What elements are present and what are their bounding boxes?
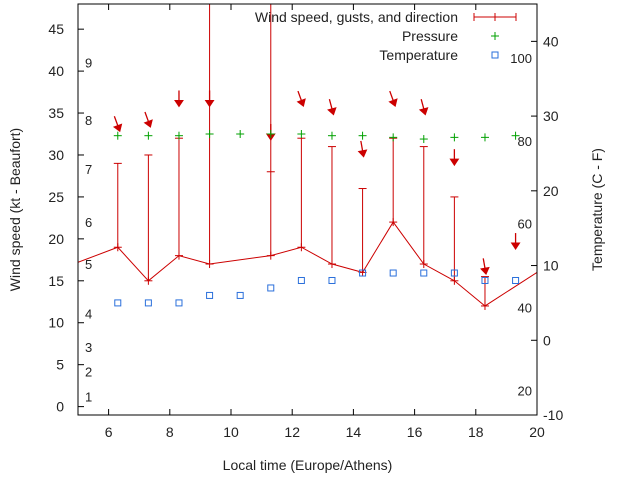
y2-axis-title: Temperature (C - F) (589, 148, 605, 271)
temperature-point (267, 284, 275, 292)
x-tick-label: 20 (529, 424, 545, 440)
temperature-point (420, 269, 428, 277)
arrow-head (204, 99, 215, 108)
fahrenheit-label: 40 (518, 300, 532, 315)
beaufort-label: 4 (85, 307, 92, 322)
y-axis-title: Wind speed (kt - Beaufort) (7, 128, 23, 291)
arrow-head (480, 266, 490, 276)
wind-direction-arrow (174, 90, 184, 108)
legend-temperature-sample (491, 51, 499, 59)
beaufort-label: 5 (85, 257, 92, 272)
wind-direction-arrow (327, 99, 337, 116)
y2-tick-label: 20 (543, 183, 559, 199)
beaufort-label: 2 (85, 364, 92, 379)
y-tick-label: 5 (56, 357, 64, 373)
legend-label: Wind speed, gusts, and direction (255, 9, 458, 25)
arrow-head (112, 123, 123, 133)
wind-direction-arrow (204, 90, 215, 108)
temperature-point (359, 269, 367, 277)
plot-frame (77, 3, 538, 416)
wind-direction-arrow (296, 90, 306, 107)
x-tick-label: 8 (166, 424, 174, 440)
arrow-head (510, 242, 521, 250)
temperature-point (389, 269, 397, 277)
y-tick-label: 30 (48, 147, 64, 163)
temperature-point (450, 269, 458, 277)
x-tick-label: 12 (284, 424, 300, 440)
fahrenheit-label: 20 (518, 383, 532, 398)
y-tick-label: 10 (48, 315, 64, 331)
beaufort-label: 8 (85, 113, 92, 128)
y2-tick-label: 10 (543, 258, 559, 274)
y2-tick-label: 30 (543, 108, 559, 124)
temperature-point (206, 291, 214, 299)
y-tick-label: 45 (48, 21, 64, 37)
beaufort-label: 1 (85, 390, 92, 405)
x-tick-label: 10 (223, 424, 239, 440)
wind-direction-arrow (480, 258, 490, 276)
fahrenheit-label: 60 (518, 217, 532, 232)
temperature-point (297, 276, 305, 284)
legend: Wind speed, gusts, and direction Pressure… (255, 9, 517, 63)
x-axis-title: Local time (Europe/Athens) (223, 457, 393, 473)
wind-speed-line (78, 221, 537, 307)
arrow-head (357, 149, 368, 158)
beaufort-label: 9 (85, 56, 92, 71)
y-tick-label: 15 (48, 273, 64, 289)
wind-direction-arrow (388, 90, 398, 107)
x-tick-label: 14 (346, 424, 362, 440)
temperature-point (175, 299, 183, 307)
temperature-point (144, 299, 152, 307)
y-tick-label: 20 (48, 231, 64, 247)
y2-tick-label: -10 (543, 407, 563, 423)
arrow-head (327, 107, 337, 116)
wind-direction-arrow (357, 140, 368, 158)
y2-tick-label: 0 (543, 332, 551, 348)
beaufort-label: 7 (85, 162, 92, 177)
arrow-head (174, 99, 184, 108)
wind-direction-arrow (449, 149, 460, 167)
temperature-point (512, 276, 520, 284)
legend-label: Pressure (402, 28, 458, 44)
secondary-scale-labels: 1 2 3 4 5 6 7 8 9 20 40 60 80 100 (85, 51, 532, 405)
wind-direction-arrow (112, 116, 123, 133)
series-layer (78, 4, 537, 310)
x-tick-label: 18 (468, 424, 484, 440)
temperature-point (481, 276, 489, 284)
wind-direction-arrow (143, 111, 153, 128)
beaufort-label: 6 (85, 215, 92, 230)
arrow-head (449, 158, 460, 167)
temperature-point (236, 291, 244, 299)
legend-label: Temperature (379, 47, 458, 63)
arrow-head (143, 119, 153, 128)
y-tick-label: 35 (48, 105, 64, 121)
x-tick-label: 6 (105, 424, 113, 440)
x-tick-label: 16 (407, 424, 423, 440)
arrow-head (388, 98, 398, 107)
y-tick-label: 0 (56, 399, 64, 415)
wind-direction-arrow (418, 99, 429, 116)
fahrenheit-label: 80 (518, 134, 532, 149)
y-tick-label: 25 (48, 189, 64, 205)
wind-direction-arrow (510, 233, 521, 250)
axis-ticks (78, 4, 538, 416)
y2-tick-label: 40 (543, 33, 559, 49)
temperature-point (114, 299, 122, 307)
y-tick-label: 40 (48, 63, 64, 79)
fahrenheit-label: 100 (510, 51, 532, 66)
arrow-head (418, 107, 429, 116)
tick-labels: 6 8 10 12 14 16 18 20051015202530354045-1001020… (48, 21, 563, 440)
clipped-series (78, 4, 537, 310)
arrow-head (296, 98, 306, 107)
temperature-point (328, 276, 336, 284)
beaufort-label: 3 (85, 340, 92, 355)
